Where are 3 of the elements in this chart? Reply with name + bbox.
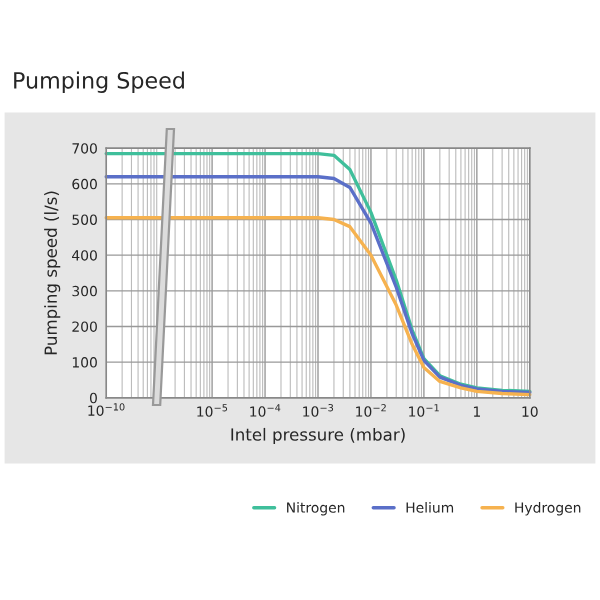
x-axis-title: Intel pressure (mbar) [231,427,405,445]
y-axis-title: Pumping speed (l/s) [44,191,61,355]
chart-title: Pumping Speed [14,71,184,93]
